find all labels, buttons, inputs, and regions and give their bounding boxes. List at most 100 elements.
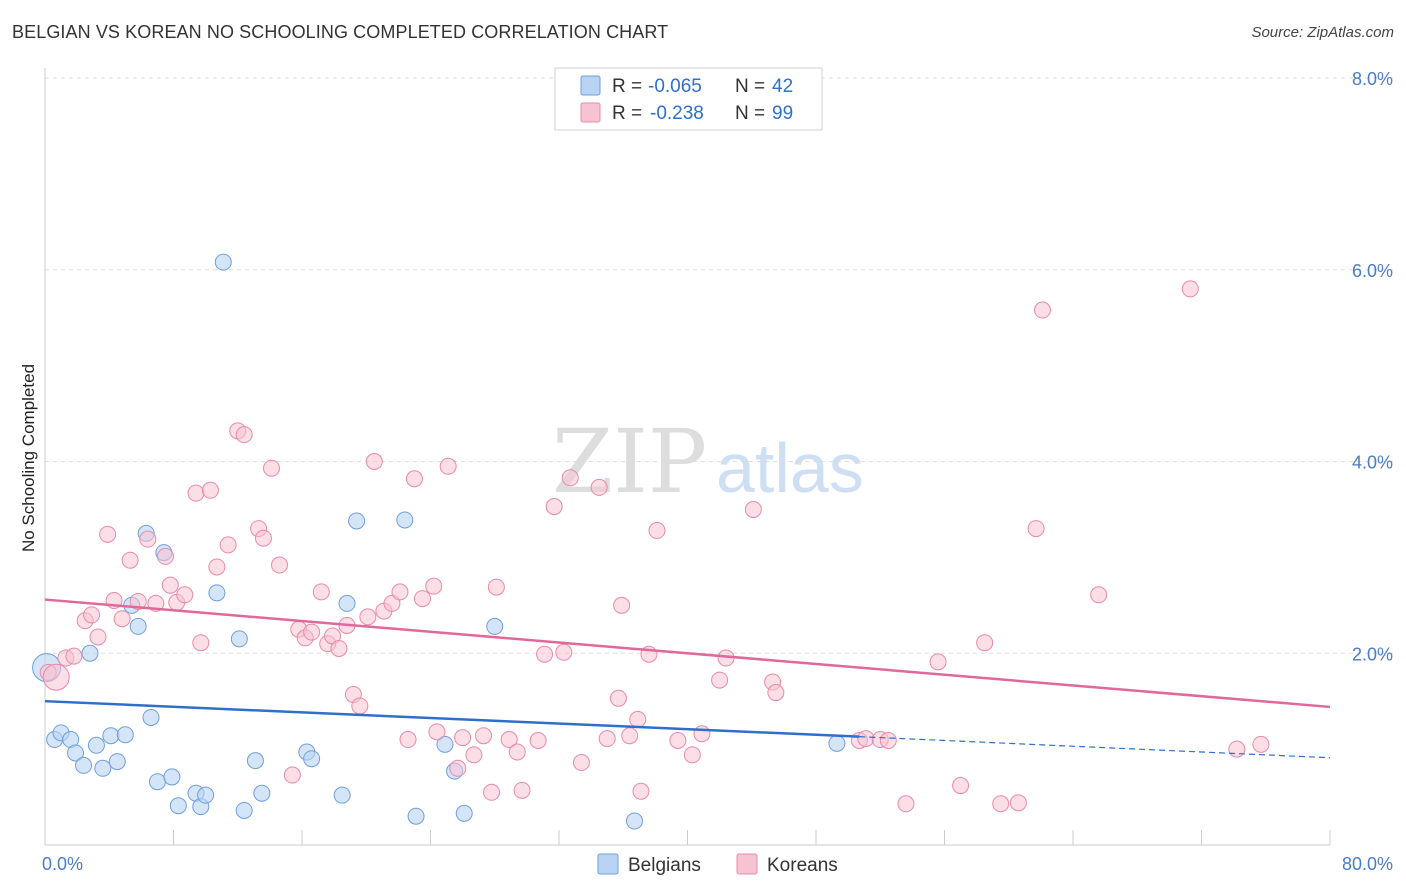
belgian-point <box>94 759 112 777</box>
korean-point <box>879 731 897 749</box>
korean-point <box>454 729 472 747</box>
watermark-atlas: atlas <box>716 429 864 507</box>
belgian-point <box>436 735 454 753</box>
korean-point <box>262 459 280 477</box>
koreans-points <box>39 280 1270 813</box>
koreans-n-label: N = <box>735 103 765 124</box>
koreans-n-value: 99 <box>772 103 793 124</box>
korean-point <box>156 547 174 565</box>
korean-point <box>629 710 647 728</box>
korean-point <box>129 592 147 610</box>
korean-point <box>621 727 639 745</box>
korean-point <box>192 634 210 652</box>
korean-point <box>391 583 409 601</box>
belgian-point <box>129 617 147 635</box>
korean-point <box>529 731 547 749</box>
korean-point <box>590 478 608 496</box>
korean-point <box>271 556 289 574</box>
korean-point <box>952 777 970 795</box>
belgian-point <box>208 584 226 602</box>
tick-labels: 2.0% 4.0% 6.0% 8.0% 0.0% 80.0% <box>42 69 1393 874</box>
korean-point <box>483 783 501 801</box>
korean-point <box>365 453 383 470</box>
x-tick-label: 0.0% <box>42 854 83 874</box>
korean-point <box>139 530 157 548</box>
korean-point <box>405 470 423 488</box>
korean-point <box>513 781 531 799</box>
source-label: Source: ZipAtlas.com <box>1251 24 1394 41</box>
korean-point <box>1027 520 1045 538</box>
belgian-point <box>87 736 105 754</box>
axes <box>44 68 1331 846</box>
korean-point <box>254 529 272 547</box>
korean-point <box>399 731 417 749</box>
belgian-point <box>396 511 414 529</box>
korean-point <box>572 754 590 772</box>
belgian-point <box>214 253 232 271</box>
belgians-trendline-extension <box>859 736 1331 759</box>
belgian-point <box>102 727 120 745</box>
belgian-point <box>230 630 248 648</box>
korean-point <box>187 484 205 502</box>
korean-point <box>439 457 457 475</box>
korean-point <box>669 731 687 749</box>
y-tick-label: 2.0% <box>1352 644 1393 664</box>
korean-point <box>897 795 915 813</box>
belgian-point <box>246 752 264 770</box>
korean-point <box>1181 280 1199 298</box>
korean-point <box>359 608 377 626</box>
korean-point <box>312 583 330 601</box>
belgian-point <box>75 756 93 774</box>
korean-point <box>465 746 483 764</box>
trendlines <box>44 598 1331 759</box>
korean-point <box>632 782 650 800</box>
stats-legend: R = -0.065 N = 42 R = -0.238 N = 99 <box>554 67 823 131</box>
belgian-point <box>333 786 351 804</box>
korean-point <box>208 558 226 576</box>
korean-point <box>475 727 493 745</box>
legend-koreans-swatch[interactable] <box>736 853 758 875</box>
koreans-swatch <box>580 102 601 123</box>
belgian-point <box>348 512 366 530</box>
koreans-trendline <box>44 598 1331 709</box>
korean-point <box>545 498 563 516</box>
belgian-point <box>169 797 187 815</box>
korean-point <box>303 623 321 641</box>
belgians-r-label: R = <box>612 76 642 97</box>
korean-point <box>283 766 301 784</box>
korean-point <box>1228 740 1246 758</box>
belgians-swatch <box>580 75 601 96</box>
belgian-point <box>108 753 126 771</box>
korean-point <box>1033 301 1051 319</box>
belgian-point <box>235 801 253 819</box>
korean-point <box>449 759 467 777</box>
korean-point <box>89 628 107 646</box>
korean-point <box>1009 794 1027 812</box>
belgian-point <box>163 768 181 786</box>
belgian-point <box>455 804 473 822</box>
gridlines <box>45 77 1393 654</box>
korean-point <box>561 469 579 487</box>
korean-point <box>500 731 518 749</box>
korean-point <box>613 596 631 614</box>
koreans-r-label: R = <box>612 103 642 124</box>
korean-point <box>428 723 446 741</box>
belgian-point <box>828 734 846 752</box>
legend-belgians-label[interactable]: Belgians <box>628 855 701 876</box>
korean-point <box>121 551 139 569</box>
belgians-trendline <box>44 699 860 738</box>
korean-point <box>744 500 762 518</box>
korean-point <box>161 576 179 594</box>
korean-point <box>1090 586 1108 604</box>
korean-point <box>330 639 348 657</box>
belgian-point <box>67 744 85 762</box>
korean-point <box>201 481 219 499</box>
belgian-point <box>142 708 160 726</box>
legend-belgians-swatch[interactable] <box>597 853 619 875</box>
legend-koreans-label[interactable]: Koreans <box>767 855 838 876</box>
korean-point <box>767 684 785 702</box>
belgian-point <box>253 784 271 802</box>
belgian-point <box>148 773 166 791</box>
korean-point <box>508 743 526 761</box>
korean-point <box>83 606 101 624</box>
